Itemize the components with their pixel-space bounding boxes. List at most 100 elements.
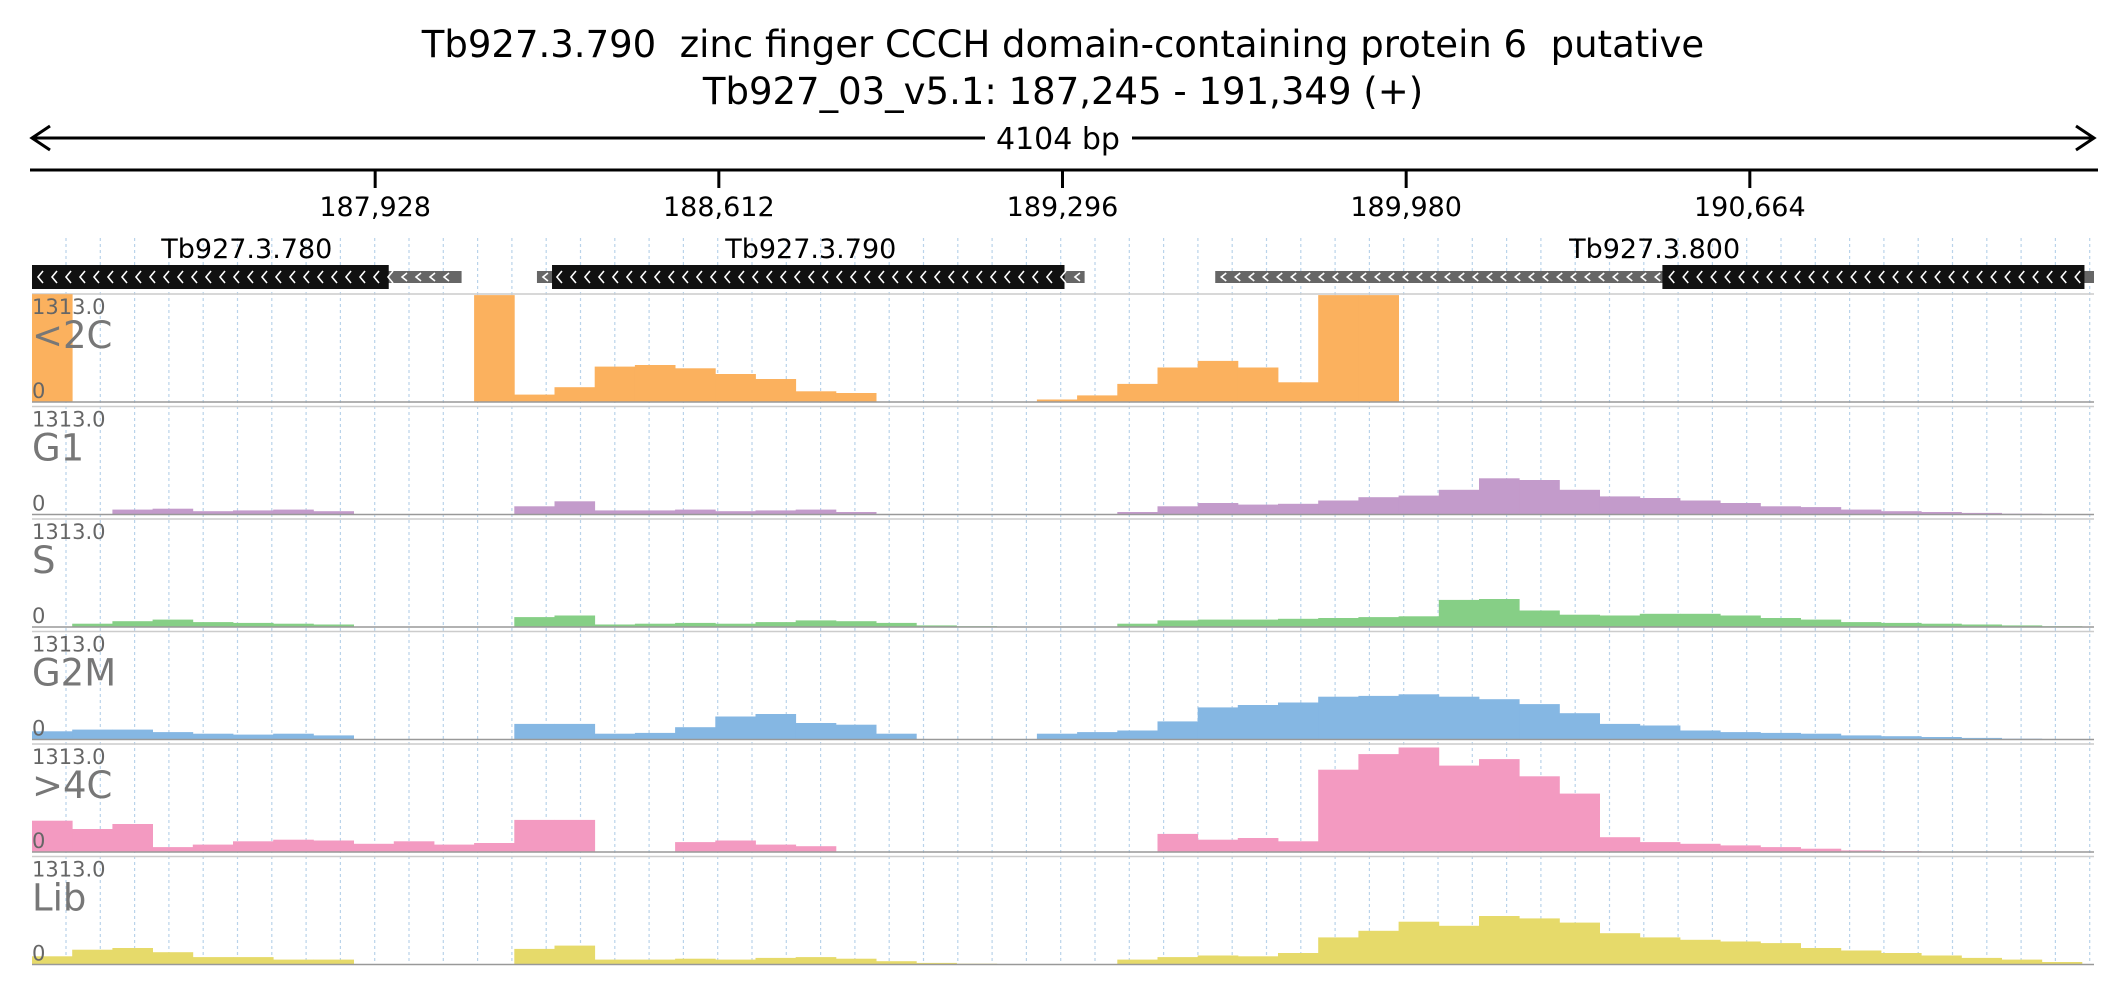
coverage-bar [2001,625,2043,627]
coverage-bar [233,957,274,965]
strand-chevron [1948,270,1955,284]
coverage-bar [795,846,837,852]
track-max-label: 1313.0 [32,858,105,882]
strand-chevron [1401,272,1409,282]
coverage-bar [1237,367,1279,402]
strand-chevron [1373,272,1381,282]
strand-chevron [190,270,198,284]
strand-chevron [961,270,969,284]
coverage-bar [112,509,153,515]
coverage-bar [1278,953,1319,965]
coverage-bar [514,948,555,965]
coverage-bar [1438,489,1480,515]
coverage-bar [835,621,877,627]
track-min-label: 0 [32,942,45,966]
coverage-bar [675,958,716,965]
span-arrow-right-head [2075,124,2097,152]
coverage-bar [755,844,797,852]
vertical-grid [65,238,2091,962]
coverage-bar [1519,918,1560,965]
strand-chevron [442,272,450,282]
strand-chevron [1990,270,1997,284]
coverage-bar [514,723,555,740]
strand-chevron [218,270,226,284]
coverage-bar [1117,730,1158,740]
track-name: >4C [32,764,112,807]
strand-chevron [905,270,913,284]
strand-chevron [204,270,212,284]
coverage-bar [634,510,676,515]
coverage-bar [313,735,354,740]
coverage-bar [1278,841,1319,852]
strand-chevron [779,270,787,284]
strand-chevron [597,270,605,284]
coverage-bar [1961,957,2002,965]
coverage-bar [1318,769,1359,852]
coverage-bar [675,368,716,402]
coverage-bar [1157,721,1199,740]
strand-chevron [330,270,338,284]
strand-chevron [92,270,100,284]
coverage-bar [273,733,314,740]
coverage-bar [32,731,73,740]
strand-chevron [1625,272,1633,282]
strand-chevron [793,270,801,284]
strand-chevron [2060,270,2067,284]
coverage-bar [72,623,113,627]
strand-chevron [1317,272,1325,282]
coverage-bar [795,620,837,627]
coverage-bar [1237,504,1279,515]
strand-chevron [877,270,885,284]
coverage-bar [1599,837,1641,852]
coverage-bar [1519,610,1560,627]
strand-chevron [891,270,899,284]
coverage-bar [152,732,194,740]
strand-chevron [863,270,871,284]
coverage-bar [1438,696,1480,740]
strand-chevron [933,270,941,284]
coverage-bar [1599,615,1641,627]
coverage-bar [1157,367,1199,402]
coverage-bar [1237,705,1279,740]
coverage-bar [1278,702,1319,740]
gene-label: Tb927.3.800 [1568,234,1740,265]
track-1: 1313.0 0 G1 [32,405,2094,516]
coverage-bar [313,959,354,965]
strand-chevron [611,270,619,284]
coverage-bar [273,839,314,852]
coverage-bar [233,734,274,740]
coverage-bar [1358,695,1399,740]
coverage-bar [1479,599,1520,627]
strand-chevron [1583,272,1591,282]
coverage-bar [1921,955,1962,965]
coverage-bar [1760,847,1801,852]
coverage-bar [715,374,756,402]
coverage-bar [72,949,113,965]
track-name: Lib [32,877,86,920]
coverage-bar [1760,618,1801,627]
strand-chevron [625,270,633,284]
coverage-bar [795,723,837,740]
coverage-bar [313,840,354,852]
track-min-label: 0 [32,492,45,516]
strand-chevron [751,270,759,284]
coverage-bar [192,733,234,740]
coverage-bar [634,732,676,740]
coverage-bar [554,945,596,965]
strand-chevron [36,270,44,284]
coverage-bar [1881,736,1922,740]
track-4: 1313.0 0 >4C [32,743,2094,853]
ruler-tick-label: 189,296 [1007,192,1119,223]
coverage-bar [152,619,194,627]
ruler-tick-label: 187,928 [319,192,431,223]
coverage-bar [1479,759,1520,852]
coverage-bar [1881,622,1922,627]
coverage-bar [1720,615,1761,627]
coverage-bar [1479,699,1520,740]
strand-chevron [1289,272,1297,282]
coverage-bar [1720,503,1761,515]
coverage-bar [1117,512,1158,515]
strand-chevron [148,270,156,284]
strand-chevron [541,272,549,282]
strand-chevron [555,270,563,284]
